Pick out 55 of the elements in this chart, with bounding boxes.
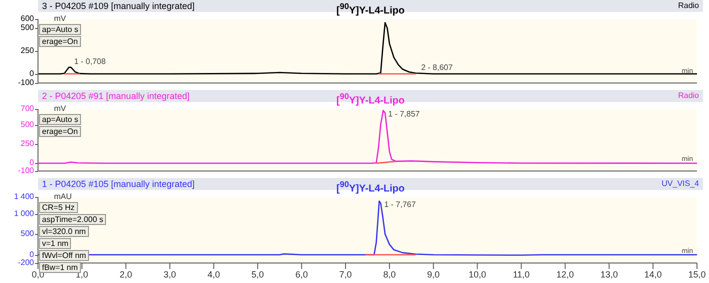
text: Radio: [678, 0, 699, 12]
annotation: erage=On: [39, 126, 81, 137]
y-tick-label: 500: [20, 23, 34, 34]
y-tick-label: 1 000: [14, 208, 34, 218]
annotation: CR=5 Hz: [39, 202, 78, 213]
annotation: vl=320.0 nm: [39, 226, 89, 237]
text: UV_VIS_4: [662, 178, 699, 190]
x-tick-label: 15,0: [688, 269, 706, 280]
y-tick-label: 0: [30, 158, 34, 168]
x-tick-label: 3,0: [164, 269, 176, 280]
y-tick-label: 0: [30, 250, 34, 259]
x-tick-label: 14,0: [644, 269, 662, 280]
y-tick-label: 600: [20, 14, 34, 24]
chart-subtitle: [$^{90}$Y]Y-L4-Lipo: [336, 91, 405, 106]
chart-title: 3 - P04205 #109 [manually integrated]: [42, 0, 195, 12]
y-tick-label: -100: [18, 166, 34, 176]
text: Radio: [678, 90, 699, 102]
x-tick-label: 9,0: [427, 269, 440, 280]
x-tick-label: 6,0: [295, 269, 308, 280]
chart-title: 2 - P04205 #91 [manually integrated]: [42, 90, 190, 102]
x-tick-label: 4,0: [207, 269, 220, 280]
y-tick-label: 500: [20, 229, 34, 240]
annotation: erage=On: [39, 36, 81, 47]
y-tick-label: -200: [18, 258, 34, 268]
y-axis-title: mV: [54, 14, 66, 23]
chart-title: 1 - P04205 #105 [manually integrated]: [42, 178, 195, 190]
y-tick-label: 250: [20, 46, 34, 56]
annotation: 1 - 7,767: [384, 200, 416, 209]
x-tick-label: 8,0: [383, 269, 396, 280]
y-tick-label: 1 400: [14, 192, 34, 202]
x-tick-label: 12,0: [556, 269, 574, 280]
y-axis-title: mAU: [54, 192, 72, 201]
x-tick-label: 10,0: [468, 269, 486, 280]
x-tick-label: 5,0: [251, 269, 264, 280]
chart-subtitle: [$^{90}$Y]Y-L4-Lipo: [336, 1, 405, 16]
annotation: 1 - 7,857: [388, 109, 420, 118]
x-tick-label: 2,0: [120, 269, 132, 280]
annotation: aspTime=2.000 s: [39, 214, 106, 225]
y-tick-label: 500: [20, 120, 34, 130]
annotation: 2 - 8,607: [421, 62, 454, 72]
y-tick-label: 700: [20, 104, 34, 114]
chart-subtitle: [$^{90}$Y]Y-L4-Lipo: [336, 179, 405, 194]
annotation: ap=Auto s: [39, 24, 82, 35]
x-tick-label: 11,0: [512, 269, 530, 280]
y-tick-label: -100: [18, 78, 34, 88]
y-tick-label: 250: [20, 138, 34, 149]
annotation: v=1 nm: [39, 238, 72, 249]
annotation: 1 - 0,708: [74, 57, 106, 66]
annotation: fWvl=Off nm: [39, 250, 90, 261]
annotation: ap=Auto s: [39, 114, 82, 125]
annotation: fBw=1 nm: [39, 262, 81, 273]
y-axis-title: mV: [54, 104, 66, 113]
x-tick-label: 13,0: [600, 269, 618, 280]
y-tick-label: 0: [30, 68, 34, 79]
x-tick-label: 7,0: [339, 269, 352, 280]
